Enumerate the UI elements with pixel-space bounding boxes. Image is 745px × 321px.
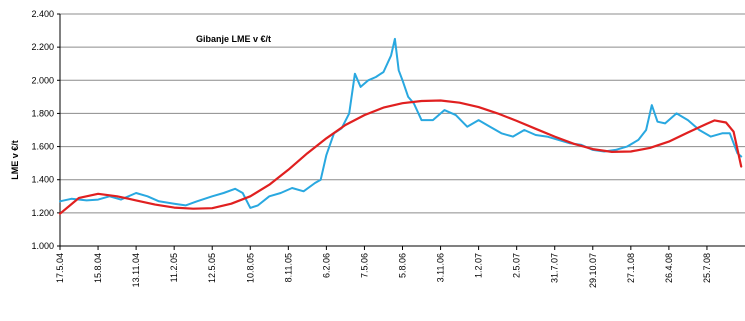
grid-lines — [60, 13, 745, 214]
x-tick-label: 6.2.06 — [321, 253, 331, 278]
x-tick-label: 2.5.07 — [512, 253, 522, 278]
y-tick-label: 1.400 — [31, 175, 54, 185]
y-tick-label: 1.600 — [31, 142, 54, 152]
x-tick-label: 15.8.04 — [93, 253, 103, 283]
y-tick-label: 1.800 — [31, 108, 54, 118]
x-tick-label: 25.7.08 — [702, 253, 712, 283]
x-tick-label: 5.8.06 — [398, 253, 408, 278]
x-tick-label: 27.1.08 — [626, 253, 636, 283]
x-tick-label: 7.5.06 — [359, 253, 369, 278]
axes — [57, 13, 745, 250]
series-line-trend — [58, 99, 743, 215]
series-lines — [58, 37, 743, 215]
y-tick-label: 2.400 — [31, 9, 54, 19]
y-tick-labels: 1.000 1.200 1.400 1.600 1.800 2.000 2.200 2.400 — [31, 9, 54, 251]
x-tick-label: 12.5.05 — [207, 253, 217, 283]
x-tick-label: 26.4.08 — [664, 253, 674, 283]
y-tick-label: 2.200 — [31, 42, 54, 52]
x-tick-labels: 17.5.04 15.8.04 13.11.04 11.2.05 12.5.05 10.8… — [55, 253, 712, 288]
y-axis-label: LME v €/t — [10, 140, 20, 180]
x-tick-label: 3.11.06 — [436, 253, 446, 282]
y-tick-label: 2.000 — [31, 75, 54, 85]
x-tick-label: 8.11.05 — [283, 253, 293, 282]
x-tick-label: 1.2.07 — [474, 253, 484, 278]
y-tick-label: 1.000 — [31, 241, 54, 251]
x-tick-label: 10.8.05 — [245, 253, 255, 283]
x-tick-label: 13.11.04 — [131, 253, 141, 287]
series-line-lme — [59, 37, 743, 209]
x-tick-label: 29.10.07 — [588, 253, 598, 288]
x-tick-label: 11.2.05 — [169, 253, 179, 282]
chart-title: Gibanje LME v €/t — [196, 34, 271, 44]
x-tick-label: 17.5.04 — [55, 253, 65, 283]
y-tick-label: 1.200 — [31, 208, 54, 218]
x-tick-label: 31.7.07 — [550, 253, 560, 283]
